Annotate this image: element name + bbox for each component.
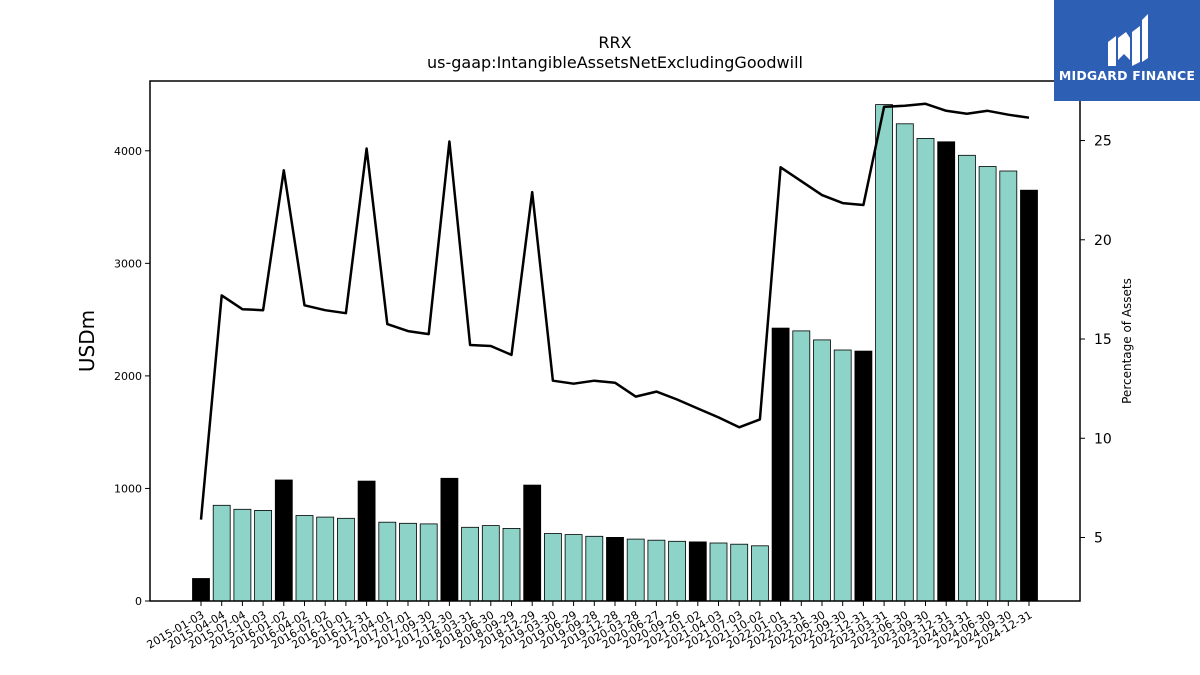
y-axis-label: USDm [75,310,99,372]
y2-axis-label: Percentage of Assets [1120,278,1134,404]
bar-2016-12-31 [357,480,376,602]
bar-2019-09-28 [585,535,604,602]
percentage-line-layer [199,102,1030,520]
logo-mark-icon [1108,14,1148,66]
bar-2024-06-30 [978,166,997,602]
bar-2019-03-30 [544,533,562,602]
bar-2016-04-02 [295,515,314,602]
y-tick-label-0: 0 [135,595,142,608]
y-tick-label-1000: 1000 [114,482,142,495]
y-tick-label-3000: 3000 [114,257,142,270]
bar-2021-10-02 [751,545,769,602]
bar-2023-06-30 [895,123,914,602]
bar-2016-01-02 [274,479,293,602]
bar-2021-07-03 [730,543,749,602]
bar-2024-03-31 [958,154,976,602]
bar-2020-09-26 [668,540,686,602]
bar-2018-12-29 [523,484,542,602]
y2-tick-label-10: 10 [1094,431,1112,447]
bar-2018-03-31 [461,526,480,602]
y2-tick-label-20: 20 [1094,233,1112,249]
chart-title: RRX [598,33,631,52]
midgard-finance-logo: MIDGARD FINANCE [1054,0,1200,101]
bar-2023-09-30 [916,137,935,602]
bar-2017-07-01 [399,522,417,602]
y-tick-label-4000: 4000 [114,145,142,158]
bar-2016-10-01 [336,517,355,602]
bar-2015-01-03 [192,578,210,602]
bar-2019-06-29 [564,534,583,602]
bar-2022-01-01 [771,327,790,602]
y2-tick-label-15: 15 [1094,332,1112,348]
bars [192,104,1038,602]
bar-2015-10-03 [254,509,273,602]
bar-2021-01-02 [688,541,707,602]
x-axis: 2015-01-032015-04-042015-07-042015-10-03… [145,601,1035,652]
y-tick-label-2000: 2000 [114,370,142,383]
bar-2024-12-31 [1020,189,1038,602]
bar-2022-03-31 [792,330,811,602]
y-axis-right: 5 10 15 20 25 [1080,134,1112,546]
bar-2017-04-01 [378,521,397,602]
bar-2018-09-29 [502,528,521,602]
bar-2022-12-31 [854,350,873,602]
bar-2019-12-28 [606,537,624,602]
bar-2015-04-04 [212,504,231,602]
bar-2020-03-28 [626,538,645,602]
bar-2018-06-30 [481,525,500,602]
bar-2023-03-31 [875,104,893,602]
bar-2020-06-27 [647,539,666,602]
bar-2023-12-31 [937,141,956,602]
bar-2016-07-02 [316,516,335,602]
bar-2024-09-30 [999,170,1018,602]
y2-tick-label-25: 25 [1094,134,1112,150]
bar-2017-12-30 [440,477,459,602]
logo-text: MIDGARD FINANCE [1058,68,1196,83]
y2-tick-label-5: 5 [1094,530,1103,546]
bar-2022-09-30 [833,349,852,602]
bar-2021-04-03 [709,542,728,602]
bar-2017-09-30 [419,523,438,602]
bar-2022-06-30 [813,339,831,602]
y-axis-left: 0 1000 2000 3000 4000 [114,145,150,608]
chart-subtitle: us-gaap:IntangibleAssetsNetExcludingGood… [427,53,803,72]
percentage-line [199,102,1030,520]
bar-2015-07-04 [233,508,252,602]
